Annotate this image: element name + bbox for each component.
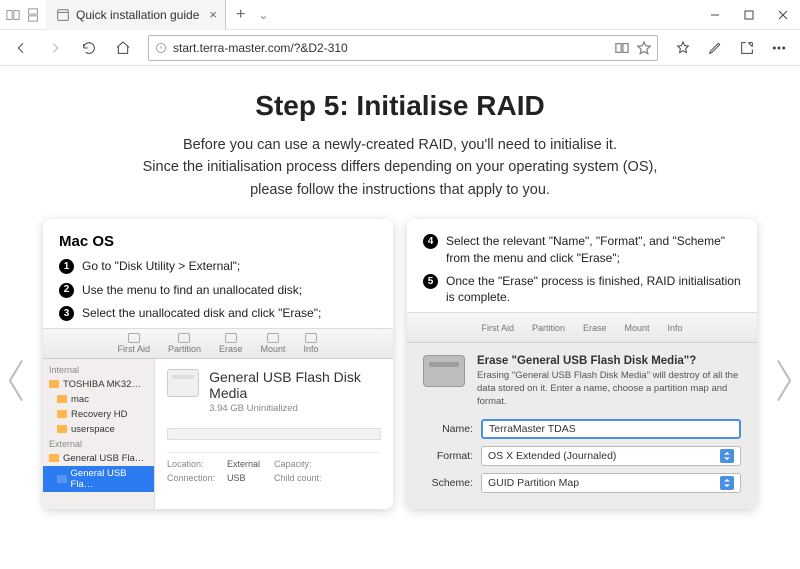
- step-list-left: 1 Go to "Disk Utility > External"; 2 Use t…: [59, 258, 377, 321]
- format-label: Format:: [423, 450, 473, 462]
- step-text: Select the unallocated disk and click "E…: [82, 305, 321, 321]
- drive-icon: [167, 369, 199, 397]
- du-disk-item[interactable]: TOSHIBA MK32…: [43, 377, 154, 392]
- name-input[interactable]: TerraMaster TDAS: [481, 419, 741, 439]
- new-tab-button[interactable]: +: [226, 6, 255, 24]
- tab-title: Quick installation guide: [76, 8, 199, 22]
- drive-icon: [423, 355, 465, 387]
- page-subtitle: Before you can use a newly-created RAID,…: [60, 134, 740, 201]
- du-volume-item[interactable]: Recovery HD: [43, 407, 154, 422]
- page-favicon-icon: [56, 8, 70, 22]
- erase-dialog-mock: First Aid Partition Erase Mount Info Era…: [407, 312, 757, 508]
- du-toolbar: First Aid Partition Erase Mount Info: [43, 329, 393, 359]
- du-sidebar: Internal TOSHIBA MK32… mac Recovery HD u…: [43, 359, 155, 509]
- refresh-button[interactable]: [74, 33, 104, 63]
- window-maximize-button[interactable]: [732, 0, 766, 30]
- step-text: Go to "Disk Utility > External";: [82, 258, 240, 274]
- favorites-button[interactable]: [668, 33, 698, 63]
- notes-button[interactable]: [700, 33, 730, 63]
- scheme-select[interactable]: GUID Partition Map: [481, 473, 741, 493]
- step-number: 3: [59, 306, 74, 321]
- carousel-prev-button[interactable]: [2, 355, 30, 407]
- page-title: Step 5: Initialise RAID: [0, 90, 800, 122]
- back-button[interactable]: [6, 33, 36, 63]
- forward-button[interactable]: [40, 33, 70, 63]
- carousel: Mac OS 1 Go to "Disk Utility > External";…: [0, 219, 800, 509]
- du-meta: Location:External Capacity: Connection:U…: [167, 452, 381, 483]
- step-text: Use the menu to find an unallocated disk…: [82, 282, 302, 298]
- card-macos-continued: 4 Select the relevant "Name", "Format", a…: [407, 219, 757, 509]
- erase-dialog-title: Erase "General USB Flash Disk Media"?: [477, 355, 741, 367]
- url-input[interactable]: [173, 41, 609, 55]
- du-volume-item[interactable]: mac: [43, 392, 154, 407]
- step-number: 4: [423, 234, 438, 249]
- reading-view-icon[interactable]: [615, 41, 629, 55]
- du-disk-item[interactable]: General USB Fla…: [43, 451, 154, 466]
- share-button[interactable]: [732, 33, 762, 63]
- du-disk-item-selected[interactable]: General USB Fla…: [43, 466, 154, 492]
- address-bar[interactable]: [148, 35, 658, 61]
- chevron-updown-icon: [720, 476, 734, 490]
- step-text: Select the relevant "Name", "Format", an…: [446, 233, 741, 265]
- du-volume-item[interactable]: userspace: [43, 422, 154, 437]
- chevron-updown-icon: [720, 449, 734, 463]
- step-number: 1: [59, 259, 74, 274]
- step-text: Once the "Erase" process is finished, RA…: [446, 273, 741, 305]
- window-minimize-button[interactable]: [698, 0, 732, 30]
- du-disk-title: General USB Flash Disk Media: [209, 369, 381, 401]
- step-number: 5: [423, 274, 438, 289]
- browser-toolbar: [0, 30, 800, 66]
- du-main: General USB Flash Disk Media 3.94 GB Uni…: [155, 359, 393, 509]
- favorite-star-icon[interactable]: [637, 41, 651, 55]
- card-heading: Mac OS: [59, 233, 377, 250]
- page-content: Step 5: Initialise RAID Before you can u…: [0, 66, 800, 569]
- tab-close-icon[interactable]: ×: [209, 7, 217, 22]
- scheme-label: Scheme:: [423, 477, 473, 489]
- home-button[interactable]: [108, 33, 138, 63]
- erase-dialog-desc: Erasing "General USB Flash Disk Media" w…: [477, 370, 741, 408]
- tabs-overflow-icon[interactable]: ⌄: [255, 8, 271, 22]
- carousel-next-button[interactable]: [770, 355, 798, 407]
- step-number: 2: [59, 283, 74, 298]
- du-disk-sub: 3.94 GB Uninitialized: [209, 403, 381, 414]
- browser-tab[interactable]: Quick installation guide ×: [46, 0, 226, 30]
- site-info-icon[interactable]: [155, 42, 167, 54]
- name-label: Name:: [423, 423, 473, 435]
- window-controls: [698, 0, 800, 30]
- du-toolbar: First Aid Partition Erase Mount Info: [407, 313, 757, 343]
- window-group-icons: [0, 8, 46, 22]
- format-select[interactable]: OS X Extended (Journaled): [481, 446, 741, 466]
- step-list-right: 4 Select the relevant "Name", "Format", a…: [423, 233, 741, 305]
- disk-utility-mock: First Aid Partition Erase Mount Info Int…: [43, 328, 393, 509]
- more-button[interactable]: [764, 33, 794, 63]
- card-macos: Mac OS 1 Go to "Disk Utility > External";…: [43, 219, 393, 509]
- du-capacity-bar: [167, 428, 381, 440]
- window-close-button[interactable]: [766, 0, 800, 30]
- browser-titlebar: Quick installation guide × + ⌄: [0, 0, 800, 30]
